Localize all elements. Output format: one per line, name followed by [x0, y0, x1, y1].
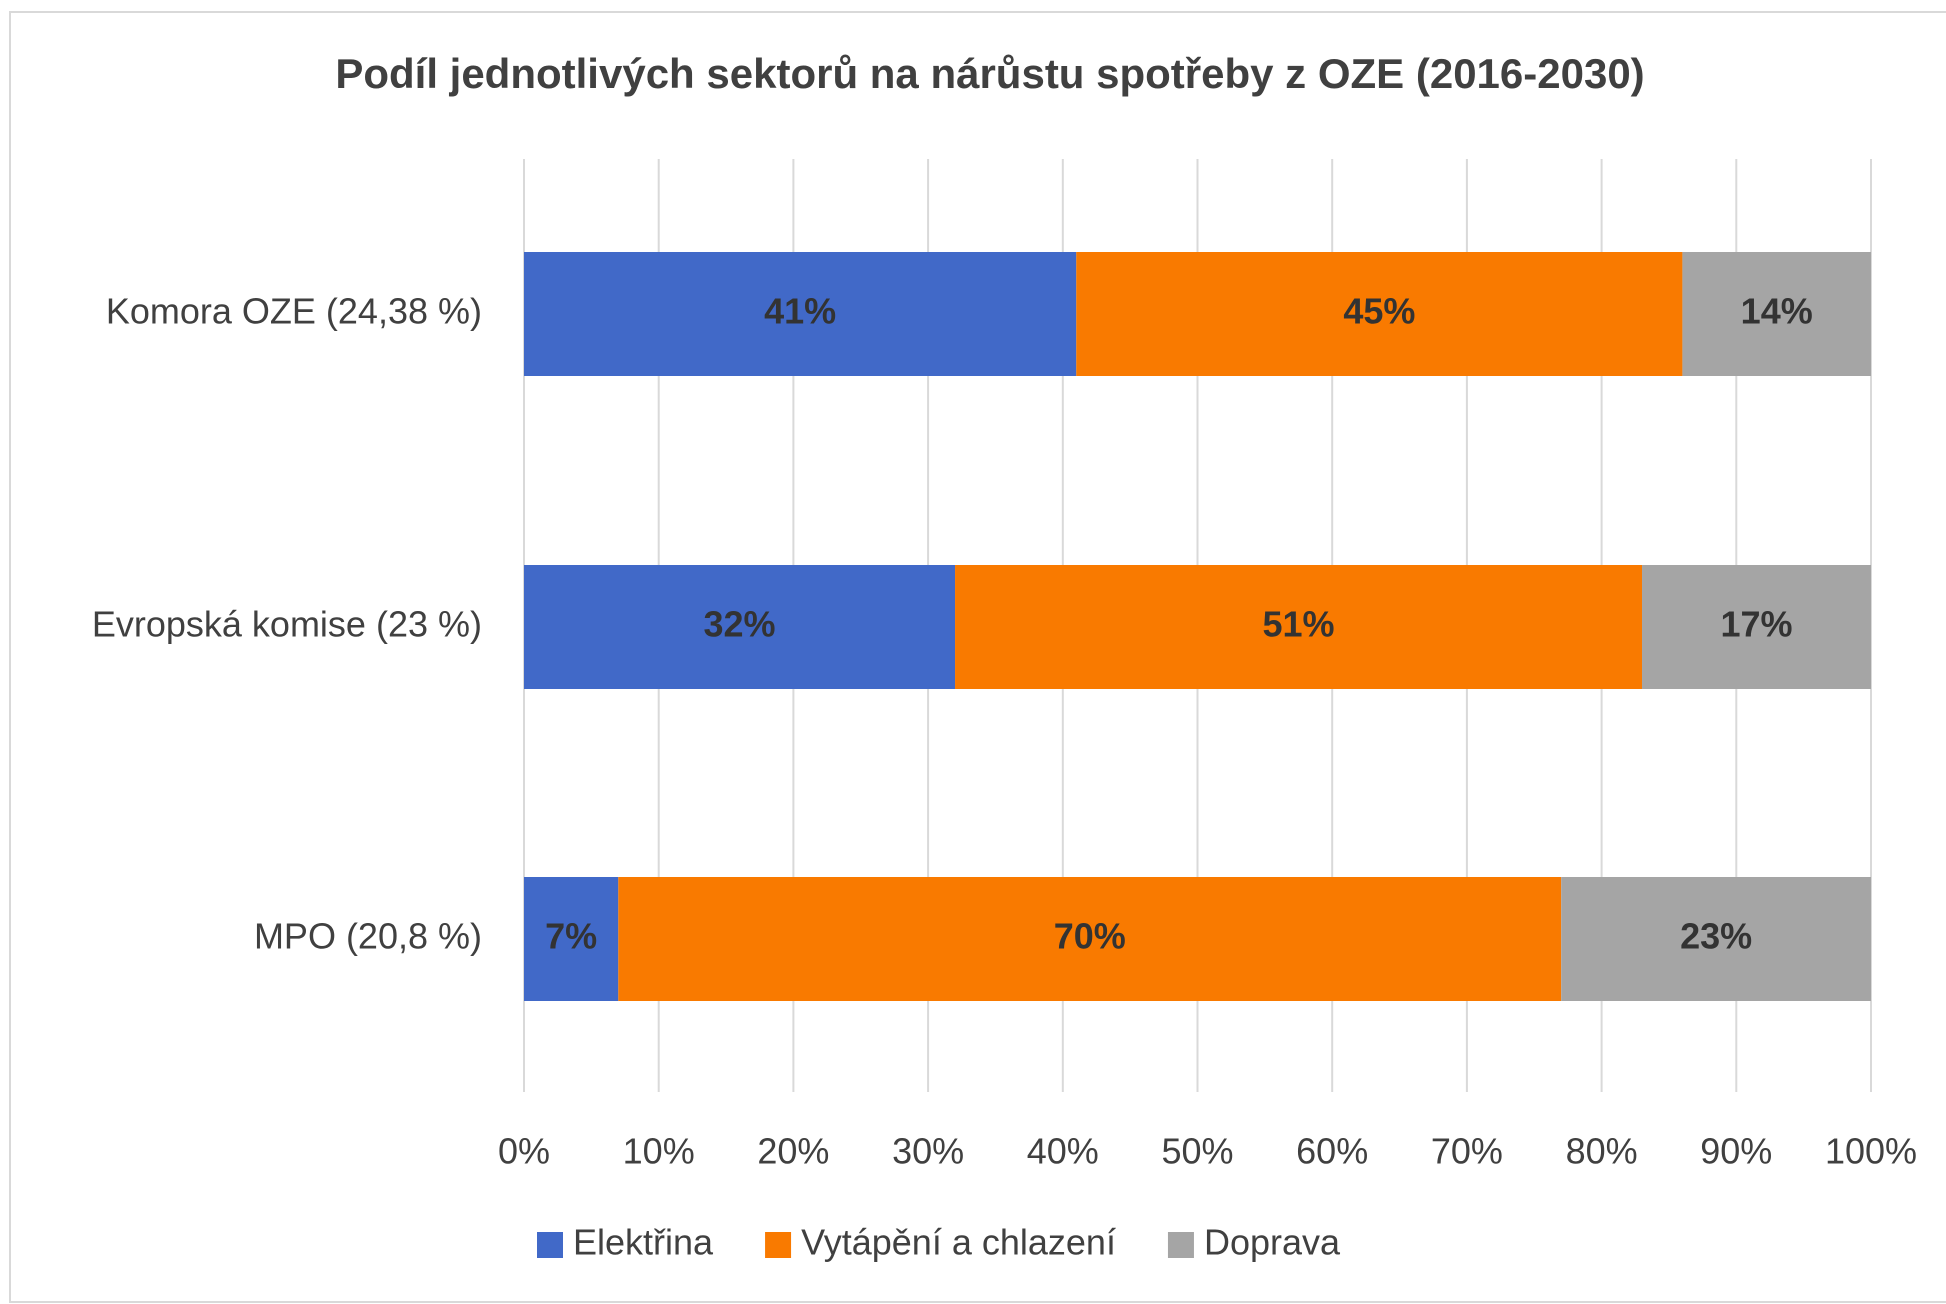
- bar-segment: [618, 877, 1562, 1001]
- bar-segment: [524, 877, 619, 1001]
- y-tick-label: Evropská komise (23 %): [92, 604, 482, 645]
- bar-segment: [1642, 565, 1871, 689]
- x-tick-label: 70%: [1431, 1131, 1503, 1172]
- x-tick-label: 50%: [1161, 1131, 1233, 1172]
- data-label: 45%: [1343, 291, 1415, 332]
- legend-label: Elektřina: [573, 1222, 714, 1263]
- x-tick-label: 30%: [892, 1131, 964, 1172]
- x-tick-label: 0%: [498, 1131, 550, 1172]
- data-label: 17%: [1720, 604, 1792, 645]
- y-tick-label: Komora OZE (24,38 %): [106, 291, 482, 332]
- bar-segment: [1561, 877, 1871, 1001]
- bar-segment: [524, 252, 1077, 376]
- x-tick-label: 20%: [757, 1131, 829, 1172]
- data-label: 14%: [1741, 291, 1813, 332]
- bar-segment: [1076, 252, 1683, 376]
- data-label: 32%: [703, 604, 775, 645]
- legend-swatch: [537, 1232, 563, 1258]
- data-label: 70%: [1054, 916, 1126, 957]
- legend-swatch: [765, 1232, 792, 1258]
- legend-label: Doprava: [1204, 1222, 1341, 1263]
- bar-segment: [524, 565, 956, 689]
- data-label: 23%: [1680, 916, 1752, 957]
- legend-swatch: [1167, 1232, 1194, 1258]
- x-tick-label: 90%: [1700, 1131, 1772, 1172]
- legend-label: Vytápění a chlazení: [801, 1222, 1116, 1263]
- x-tick-label: 80%: [1566, 1131, 1638, 1172]
- chart-title: Podíl jednotlivých sektorů na nárůstu sp…: [335, 50, 1644, 97]
- y-tick-label: MPO (20,8 %): [254, 916, 482, 957]
- x-tick-label: 100%: [1825, 1131, 1917, 1172]
- bar-segment: [1682, 252, 1871, 376]
- data-label: 51%: [1262, 604, 1334, 645]
- x-tick-label: 10%: [623, 1131, 695, 1172]
- x-tick-label: 40%: [1027, 1131, 1099, 1172]
- bar-segment: [955, 565, 1643, 689]
- data-label: 7%: [545, 916, 597, 957]
- data-label: 41%: [764, 291, 836, 332]
- x-tick-label: 60%: [1296, 1131, 1368, 1172]
